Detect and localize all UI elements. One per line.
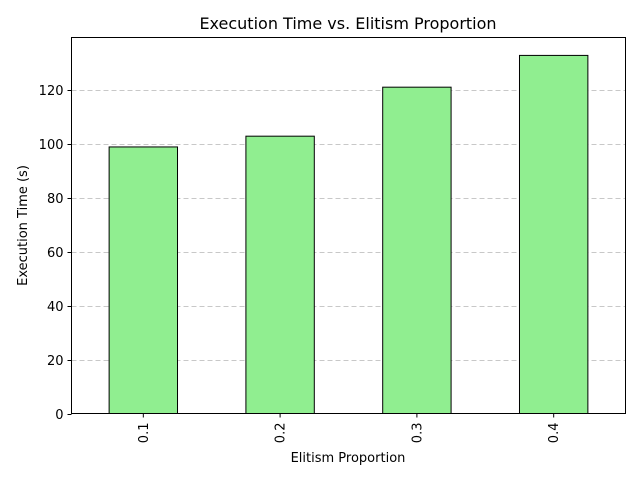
y-tick-label: 80	[47, 192, 64, 207]
bar-0.4	[518, 54, 589, 415]
y-tick-label: 120	[39, 84, 64, 99]
y-tick-label: 0	[55, 408, 63, 423]
x-axis-label: Elitism Proportion	[291, 451, 406, 466]
bar-0.2	[245, 135, 315, 414]
x-tick-label: 0.4	[547, 423, 562, 444]
x-tick-label: 0.1	[137, 423, 152, 444]
bar-0.3	[382, 86, 452, 414]
y-axis-label: Execution Time (s)	[16, 165, 31, 286]
x-tick-label: 0.2	[274, 423, 289, 444]
y-tick-label: 20	[47, 354, 64, 369]
x-tick-label: 0.3	[410, 423, 425, 444]
y-tick-label: 40	[47, 300, 64, 315]
bars	[108, 54, 589, 415]
y-tick-label: 100	[39, 138, 64, 153]
y-axis-ticks: 0 20 40 60 80 100 120	[39, 84, 72, 423]
bar-0.1	[108, 146, 179, 414]
chart-title: Execution Time vs. Elitism Proportion	[199, 14, 496, 33]
y-tick-label: 60	[47, 246, 64, 261]
plot-frame	[71, 37, 626, 414]
x-axis-ticks: 0.1 0.2 0.3 0.4	[137, 413, 562, 444]
